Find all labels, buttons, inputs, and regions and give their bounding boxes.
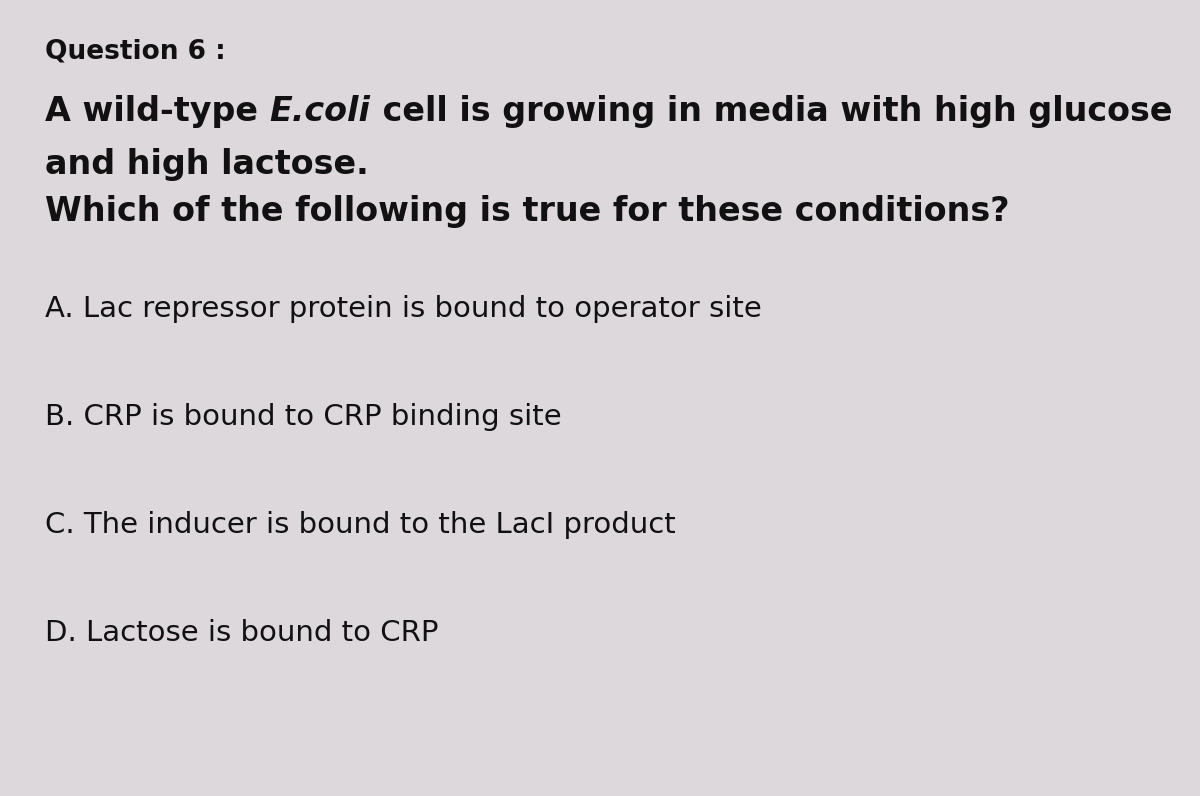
Text: and high lactose.: and high lactose. [46,148,368,181]
Text: D. Lactose is bound to CRP: D. Lactose is bound to CRP [46,619,438,647]
Text: A. Lac repressor protein is bound to operator site: A. Lac repressor protein is bound to ope… [46,295,762,323]
Text: E.coli: E.coli [270,95,371,128]
Text: A wild-type: A wild-type [46,95,270,128]
Text: Which of the following is true for these conditions?: Which of the following is true for these… [46,195,1009,228]
Text: cell is growing in media with high glucose: cell is growing in media with high gluco… [371,95,1172,128]
Text: C. The inducer is bound to the LacI product: C. The inducer is bound to the LacI prod… [46,511,676,539]
Text: Question 6 :: Question 6 : [46,38,226,64]
Text: B. CRP is bound to CRP binding site: B. CRP is bound to CRP binding site [46,403,562,431]
